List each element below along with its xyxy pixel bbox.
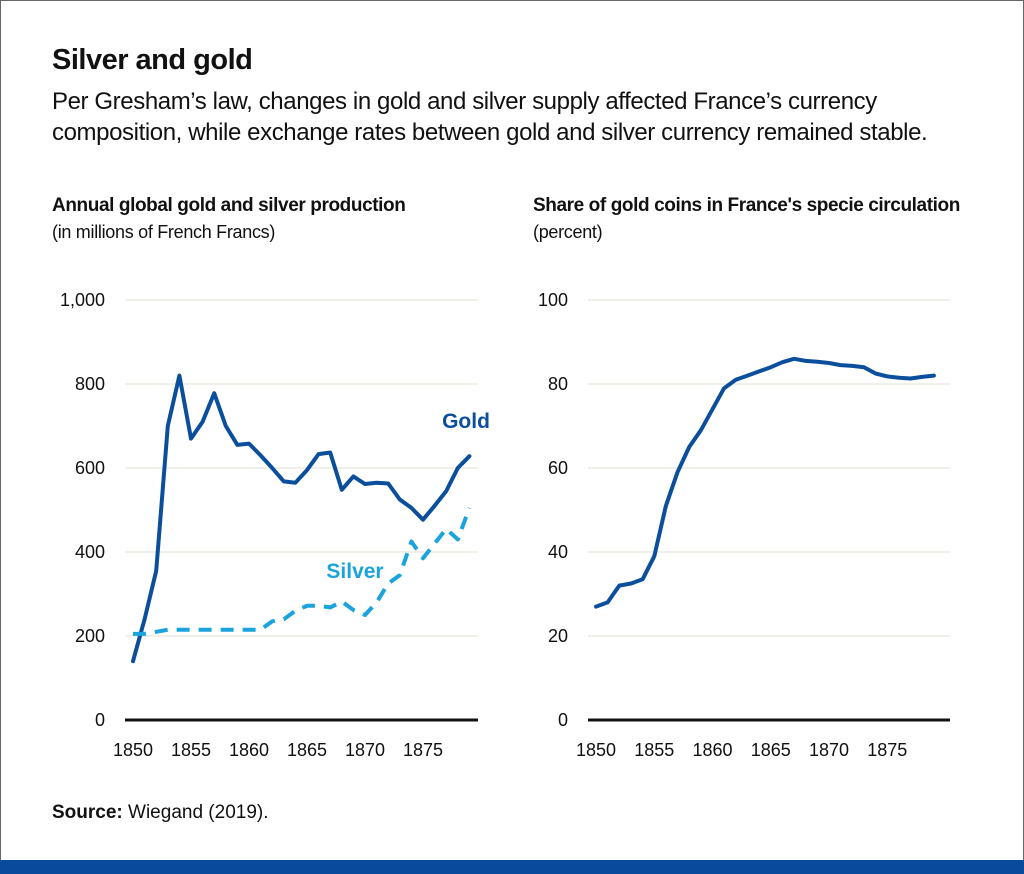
x-tick-label: 1875 (403, 740, 443, 760)
share-series-line (594, 356, 936, 609)
left-panel-unit: (in millions of French Francs) (52, 222, 276, 242)
y-tick-label: 60 (548, 458, 568, 478)
gold-series-label: Gold (442, 410, 490, 433)
y-tick-label: 0 (558, 710, 568, 730)
y-tick-label: 20 (548, 626, 568, 646)
x-tick-label: 1865 (751, 740, 791, 760)
x-tick-label: 1870 (345, 740, 385, 760)
x-tick-label: 1865 (287, 740, 327, 760)
y-tick-label: 1,000 (60, 290, 105, 310)
y-tick-label: 800 (75, 374, 105, 394)
silver-series-line (133, 507, 472, 636)
bottom-bar (0, 860, 1024, 874)
y-tick-label: 200 (75, 626, 105, 646)
right-panel-unit: (percent) (533, 222, 603, 242)
figure-subtitle: Per Gresham’s law, changes in gold and s… (52, 88, 928, 146)
source-text: Wiegand (2019). (122, 802, 269, 823)
source-note: Source: Wiegand (2019). (52, 802, 269, 824)
y-tick-label: 0 (95, 710, 105, 730)
y-tick-label: 100 (538, 290, 568, 310)
figure-title: Silver and gold (52, 44, 253, 76)
x-tick-label: 1850 (576, 740, 616, 760)
y-tick-label: 600 (75, 458, 105, 478)
source-label: Source: (52, 802, 123, 823)
right-panel-title: Share of gold coins in France's specie c… (533, 195, 960, 216)
x-tick-label: 1850 (113, 740, 153, 760)
y-tick-label: 80 (548, 374, 568, 394)
x-tick-label: 1855 (171, 740, 211, 760)
x-tick-label: 1860 (692, 740, 732, 760)
silver-series-label: Silver (326, 560, 383, 583)
x-tick-label: 1855 (634, 740, 674, 760)
x-tick-label: 1875 (867, 740, 907, 760)
x-tick-label: 1860 (229, 740, 269, 760)
y-tick-label: 40 (548, 542, 568, 562)
gold-series-line (131, 373, 472, 664)
y-tick-label: 400 (75, 542, 105, 562)
x-tick-label: 1870 (809, 740, 849, 760)
left-panel-title: Annual global gold and silver production (52, 195, 406, 216)
